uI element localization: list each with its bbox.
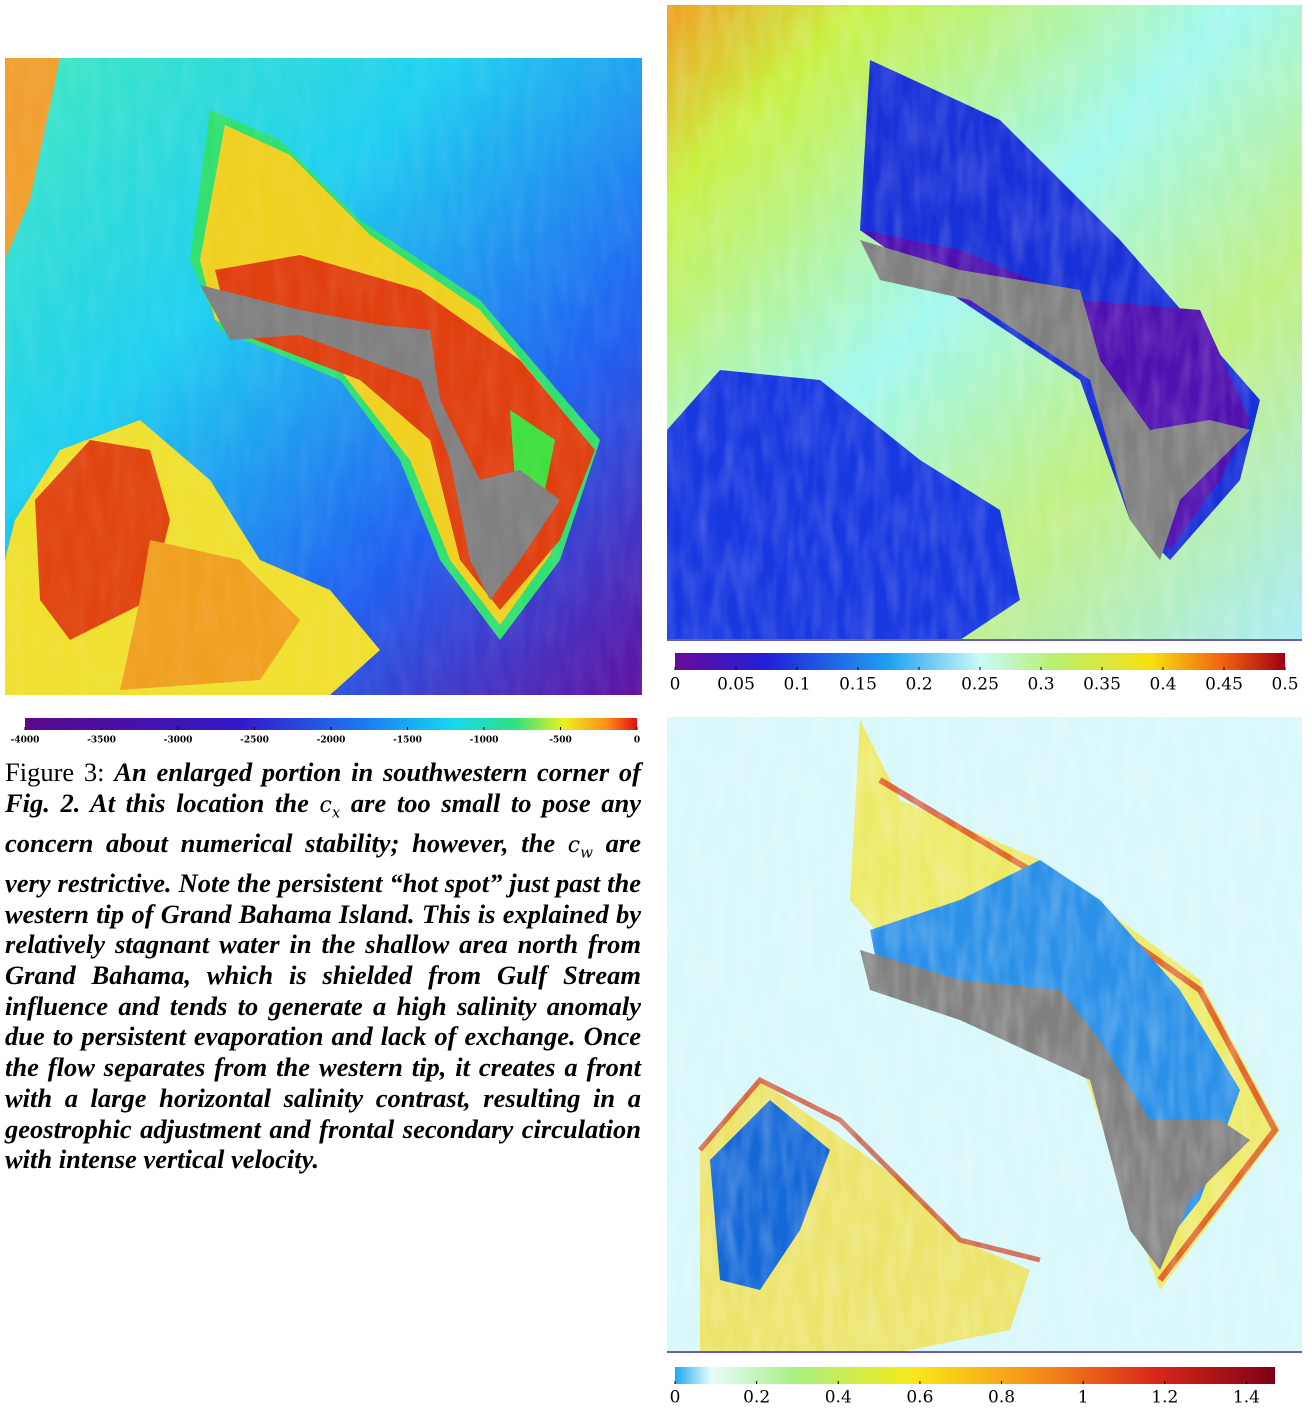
symbol: cw [568, 833, 593, 858]
symbol: cx [320, 793, 341, 818]
colorbar-tick-label: -2000 [317, 736, 346, 746]
colorbar-tick-label: 0.45 [1205, 675, 1243, 695]
cw-map [667, 717, 1302, 1352]
colorbar-tick-label: 0.25 [961, 675, 999, 695]
colorbar-tick-label: 0.4 [825, 1388, 852, 1408]
colorbar-cw [675, 1367, 1275, 1384]
colorbar-tick-label: 0.6 [906, 1388, 933, 1408]
caption-label: Figure 3: [5, 757, 105, 787]
cx-map [667, 5, 1302, 640]
colorbar-tick-label: -1000 [470, 736, 499, 746]
colorbar-tick-label: -2500 [240, 736, 269, 746]
caption-text: are very restrictive. Note the persisten… [5, 828, 641, 1174]
colorbar-tick-label: 0 [634, 736, 640, 746]
colorbar-tick-label: -4000 [11, 736, 40, 746]
figure: -4000 -3500 -3000 -2500 -2000 -1500 -1000 -500 0… [0, 0, 1312, 1410]
colorbar-tick-label: 1.2 [1151, 1388, 1178, 1408]
colorbar-tick-label: 0.4 [1149, 675, 1176, 695]
colorbar-tick-label: 0.8 [988, 1388, 1015, 1408]
colorbar-tick-label: 0.05 [717, 675, 755, 695]
colorbar-tick-label: 0.1 [783, 675, 810, 695]
colorbar-tick-label: 0.15 [839, 675, 877, 695]
colorbar-tick-label: 0.35 [1083, 675, 1121, 695]
colorbar-tick-label: 0 [670, 1388, 681, 1408]
symbol-sub: w [580, 843, 593, 861]
colorbar-tick-label: -3000 [164, 736, 193, 746]
colorbar-tick-label: -3500 [87, 736, 116, 746]
colorbar-tick-label: 0.3 [1027, 675, 1054, 695]
colorbar-tick-label: 0 [670, 675, 681, 695]
colorbar-tick-label: -500 [549, 736, 572, 746]
caption: Figure 3: An enlarged portion in southwe… [5, 757, 641, 1175]
symbol-base: c [568, 833, 580, 858]
page: -4000 -3500 -3000 -2500 -2000 -1500 -1000 -500 0… [0, 0, 1312, 1410]
colorbar-tick-label: 1.4 [1233, 1388, 1260, 1408]
colorbar-tick-label: 0.2 [905, 675, 932, 695]
symbol-base: c [320, 793, 332, 818]
colorbar-tick-label: 1 [1078, 1388, 1089, 1408]
colorbar-tick-label: 0.5 [1271, 675, 1298, 695]
colorbar-tick-label: 0.2 [743, 1388, 770, 1408]
bathymetry-map [5, 58, 642, 695]
colorbar-tick-label: -1500 [393, 736, 422, 746]
